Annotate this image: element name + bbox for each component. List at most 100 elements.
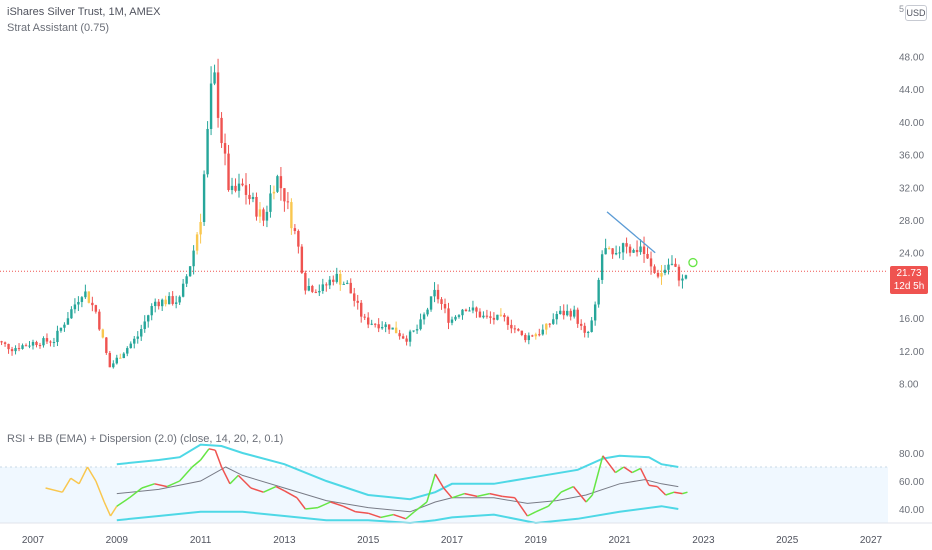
candle-body: [192, 250, 195, 267]
candle: [531, 334, 534, 337]
candle: [489, 311, 492, 324]
candle: [454, 315, 457, 322]
time-tick-label: 2027: [860, 535, 883, 546]
candle-body: [475, 307, 478, 312]
candle-body: [513, 328, 517, 330]
candle-body: [143, 321, 146, 330]
candle-body: [405, 338, 408, 342]
rsi-segment: [413, 501, 428, 513]
candle-body: [604, 248, 607, 255]
candle-body: [140, 329, 143, 337]
candle: [154, 298, 157, 313]
candle-body: [70, 309, 73, 319]
candle-body: [49, 341, 52, 343]
candle-body: [157, 301, 160, 307]
candle-body: [387, 324, 391, 330]
candle: [318, 284, 321, 296]
candle-body: [618, 252, 621, 254]
candle: [600, 250, 604, 284]
candle: [181, 278, 185, 298]
candle: [412, 330, 415, 333]
rsi-segment: [367, 512, 382, 519]
candle-body: [24, 345, 28, 347]
candle: [14, 345, 17, 355]
corner-mark: 5: [899, 4, 905, 14]
candle: [464, 308, 468, 312]
candle-body: [339, 273, 342, 285]
candle: [136, 331, 139, 344]
candle: [419, 313, 422, 331]
candle-body: [531, 335, 534, 337]
candle-body: [346, 282, 349, 284]
candle: [541, 324, 544, 336]
candle: [635, 240, 639, 257]
candle-body: [380, 327, 384, 329]
candle-body: [80, 297, 84, 302]
candle-body: [300, 246, 304, 273]
candle-body: [35, 341, 38, 346]
candle-body: [94, 305, 98, 312]
candle-body: [611, 248, 614, 255]
candle: [244, 173, 248, 205]
candle: [503, 313, 506, 322]
candle-body: [398, 333, 401, 337]
candle-body: [628, 246, 632, 253]
candle-body: [440, 299, 443, 305]
candle: [621, 242, 625, 260]
candle: [346, 280, 349, 285]
candle: [649, 251, 653, 275]
candle: [681, 274, 684, 289]
rsi-segment: [656, 486, 667, 496]
candle: [408, 329, 412, 347]
price-tick-label: 8.00: [899, 380, 919, 391]
candle: [391, 327, 394, 330]
candle-body: [297, 230, 300, 247]
time-tick-label: 2023: [692, 535, 715, 546]
candle-body: [255, 196, 258, 217]
rsi-segment: [547, 491, 562, 507]
candle: [174, 295, 178, 309]
candle-body: [566, 310, 569, 316]
candle: [520, 330, 524, 337]
candle: [293, 224, 297, 235]
candle: [251, 192, 255, 203]
candle-body: [614, 253, 618, 255]
candle: [611, 248, 614, 259]
time-tick-label: 2011: [190, 535, 212, 546]
candle: [597, 277, 600, 308]
candle-body: [304, 272, 307, 291]
candle: [506, 315, 510, 330]
candle-body: [216, 72, 220, 118]
rsi-segment: [380, 513, 394, 519]
currency-button[interactable]: USD: [905, 5, 927, 21]
candle: [10, 346, 14, 356]
candle-body: [213, 72, 216, 84]
indicator-label[interactable]: Strat Assistant (0.75): [7, 22, 110, 34]
candle: [56, 325, 59, 347]
candle-body: [105, 337, 108, 353]
candle: [164, 295, 167, 307]
candle-body: [206, 128, 209, 175]
candle: [325, 282, 328, 292]
time-tick-label: 2019: [525, 535, 548, 546]
candle: [258, 202, 262, 223]
candle: [248, 183, 251, 205]
candle: [674, 258, 677, 268]
rsi-segment: [45, 487, 63, 493]
candle: [422, 312, 426, 325]
candle: [436, 284, 440, 304]
price-tick-label: 48.00: [899, 52, 924, 63]
candle-body: [122, 353, 125, 359]
candle-body: [342, 283, 345, 285]
candle-body: [492, 317, 496, 320]
candle: [35, 340, 38, 348]
candle: [496, 314, 499, 321]
rsi-segment: [78, 466, 89, 485]
rsi-panel-title[interactable]: RSI + BB (EMA) + Dispersion (2.0) (close…: [7, 433, 284, 445]
candle-body: [237, 183, 241, 191]
candle: [42, 336, 45, 348]
candle: [569, 308, 572, 321]
candle-body: [377, 324, 380, 329]
candle: [559, 305, 562, 315]
